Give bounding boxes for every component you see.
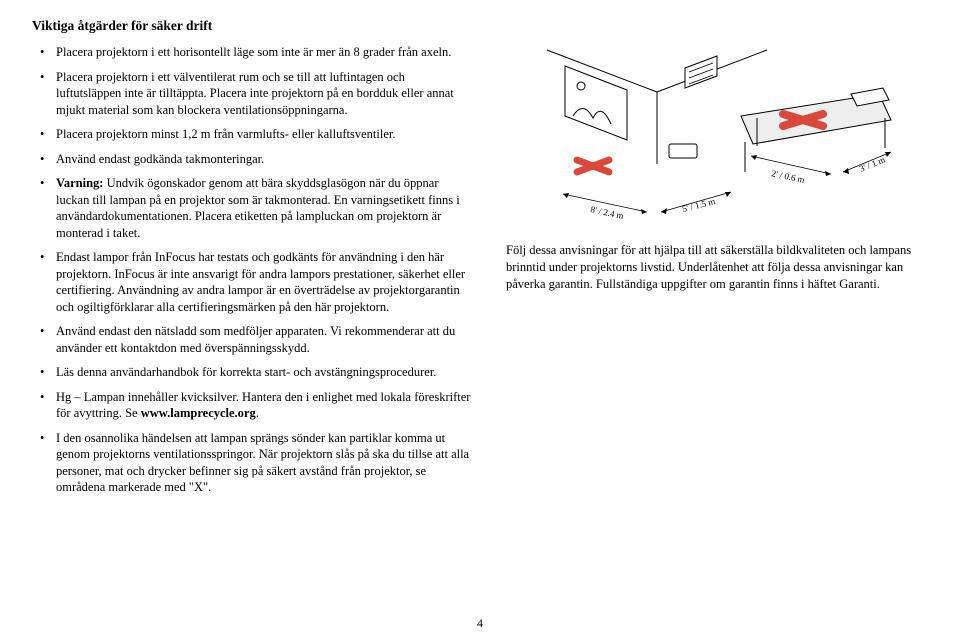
- list-item: Placera projektorn i ett horisontellt lä…: [36, 44, 472, 61]
- list-item: Använd endast den nätsladd som medföljer…: [36, 323, 472, 356]
- dim-label: 3' / 1 m: [858, 155, 887, 174]
- bullet-list: Placera projektorn i ett horisontellt lä…: [32, 44, 472, 496]
- list-item-link: www.lamprecycle.org: [141, 406, 256, 420]
- list-item: I den osannolika händelsen att lampan sp…: [36, 430, 472, 496]
- list-item: Hg – Lampan innehåller kvicksilver. Hant…: [36, 389, 472, 422]
- placement-diagram: 8' / 2.4 m 5' / 1.5 m: [535, 44, 895, 224]
- page-title: Viktiga åtgärder för säker drift: [32, 18, 928, 34]
- dim-label: 5' / 1.5 m: [681, 196, 716, 214]
- right-column: 8' / 2.4 m 5' / 1.5 m: [500, 44, 930, 504]
- list-item: Endast lampor från InFocus har testats o…: [36, 249, 472, 315]
- right-paragraph: Följ dessa anvisningar för att hjälpa ti…: [500, 242, 930, 292]
- list-item: Varning: Undvik ögonskador genom att bär…: [36, 175, 472, 241]
- list-item: Placera projektorn minst 1,2 m från varm…: [36, 126, 472, 143]
- list-item: Placera projektorn i ett välventilerat r…: [36, 69, 472, 119]
- left-column: Placera projektorn i ett horisontellt lä…: [32, 44, 472, 504]
- list-item-lead: Varning:: [56, 176, 103, 190]
- page-number: 4: [0, 616, 960, 631]
- dim-label: 8' / 2.4 m: [590, 204, 625, 221]
- list-item: Använd endast godkända takmonteringar.: [36, 151, 472, 168]
- x-mark-icon: [577, 160, 609, 172]
- dim-label: 2' / 0.6 m: [771, 168, 806, 185]
- list-item: Läs denna användarhandbok för korrekta s…: [36, 364, 472, 381]
- content-columns: Placera projektorn i ett horisontellt lä…: [32, 44, 928, 504]
